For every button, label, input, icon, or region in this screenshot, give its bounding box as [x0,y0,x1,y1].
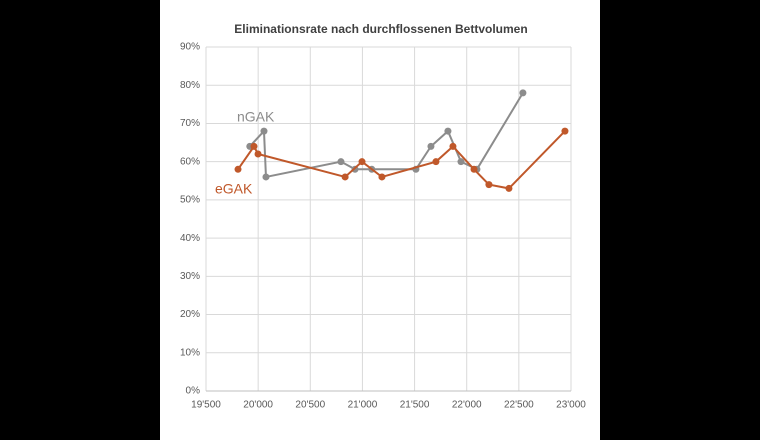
y-tick-label: 10% [180,347,200,358]
y-tick-label: 40% [180,233,200,244]
data-point [254,150,262,158]
x-tick-label: 22'000 [452,400,482,411]
data-point [234,165,242,173]
x-tick-label: 20'500 [295,400,325,411]
y-tick-label: 50% [180,195,200,206]
y-tick-label: 70% [180,118,200,129]
x-tick-label: 22'500 [504,400,534,411]
data-point [432,158,440,166]
data-point [337,158,345,166]
x-tick-label: 20'000 [243,400,273,411]
y-tick-label: 60% [180,156,200,167]
data-point [250,142,258,150]
data-point [561,127,569,135]
data-point [457,158,465,166]
data-point [449,142,457,150]
data-point [260,127,268,135]
x-tick-label: 21'000 [348,400,378,411]
series-label: eGAK [215,181,253,197]
data-point [470,165,478,173]
data-point [358,158,366,166]
data-point [341,173,349,181]
data-point [444,127,452,135]
data-point [378,173,386,181]
y-tick-label: 20% [180,309,200,320]
chart-title: Eliminationsrate nach durchflossenen Bet… [234,22,527,36]
y-tick-label: 0% [186,386,201,397]
x-tick-label: 21'500 [400,400,430,411]
data-point [519,89,527,97]
data-point [505,184,513,192]
x-tick-label: 19'500 [191,400,221,411]
y-tick-label: 90% [180,42,200,53]
series-label: nGAK [237,109,275,125]
chart-panel [160,0,600,440]
y-tick-label: 80% [180,80,200,91]
x-tick-label: 23'000 [556,400,586,411]
data-point [485,181,493,189]
data-point [262,173,270,181]
data-point [427,142,435,150]
y-tick-label: 30% [180,271,200,282]
